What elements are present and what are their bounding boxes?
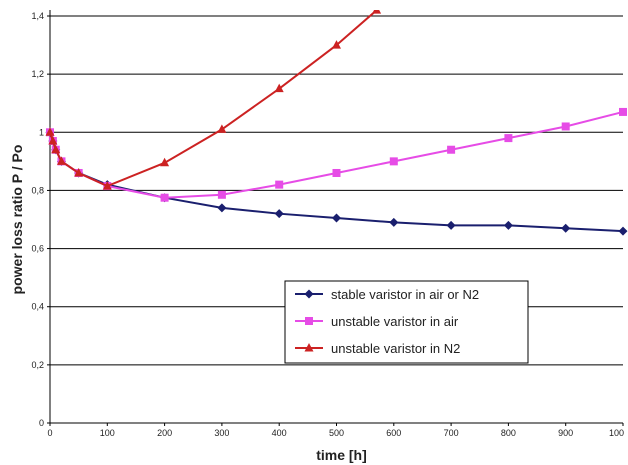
x-tick-label-6: 600	[386, 428, 401, 438]
series-0-point-8	[274, 209, 284, 219]
legend-box	[284, 280, 529, 364]
series-2-point-5	[102, 181, 112, 190]
x-tick-label-1: 100	[100, 428, 115, 438]
y-tick-label-4: 0,8	[31, 185, 44, 195]
series-0-point-12	[503, 220, 513, 230]
series-0	[45, 127, 628, 236]
legend-label-2: unstable varistor in N2	[331, 341, 460, 356]
series-0-point-7	[217, 203, 227, 213]
y-tick-label-2: 0,4	[31, 302, 44, 312]
y-tick-label-5: 1	[39, 127, 44, 137]
series-2-point-4	[74, 167, 84, 177]
series-0-point-9	[332, 213, 341, 223]
legend-label-1: unstable varistor in air	[331, 314, 459, 329]
series-2-point-3	[56, 156, 66, 165]
x-tick-label-8: 800	[501, 428, 516, 438]
series-0-point-13	[561, 223, 571, 233]
y-tick-label-7: 1,4	[31, 11, 44, 21]
x-tick-label-10: 100	[609, 428, 624, 438]
series-1-point-11	[447, 145, 456, 154]
series-0-point-11	[446, 220, 456, 230]
series-0-point-14	[618, 226, 628, 236]
x-tick-label-7: 700	[444, 428, 459, 438]
y-tick-label-3: 0,6	[31, 244, 44, 254]
legend-entry-0: stable varistor in air or N2	[295, 287, 479, 302]
series-0-point-10	[389, 217, 399, 227]
legend-label-0: stable varistor in air or N2	[331, 287, 479, 302]
series-1-point-14	[619, 107, 627, 116]
series-2-point-10	[372, 10, 382, 14]
series-2	[45, 10, 382, 190]
y-tick-labels: 0 0,2 0,4 0,6 0,8 1 1,2 1,4	[31, 11, 50, 428]
y-tick-label-6: 1,2	[31, 69, 44, 79]
series-1-point-6	[160, 193, 169, 202]
series-1-point-10	[389, 157, 398, 166]
y-tick-label-1: 0,2	[31, 360, 44, 370]
legend-swatch-marker-0	[304, 289, 314, 299]
legend-entry-1: unstable varistor in air	[295, 314, 459, 329]
x-tick-label-2: 200	[157, 428, 172, 438]
series-1-point-12	[504, 134, 513, 143]
x-tick-label-5: 500	[329, 428, 344, 438]
series-1	[46, 107, 627, 202]
series-1-point-13	[561, 122, 570, 131]
series-2-point-9	[332, 40, 341, 49]
x-tick-label-0: 0	[47, 428, 52, 438]
series-1-point-9	[332, 168, 341, 177]
gridlines	[50, 15, 623, 366]
legend-entry-2: unstable varistor in N2	[295, 341, 460, 356]
x-tick-label-9: 900	[558, 428, 573, 438]
series-2-point-7	[217, 124, 227, 133]
series-2-point-1	[48, 136, 58, 145]
series-2-point-8	[274, 83, 284, 93]
legend-swatch-marker-2	[304, 343, 314, 352]
series-1-point-7	[217, 190, 226, 199]
y-axis-label: power loss ratio P / Po	[9, 145, 25, 295]
series-line-1	[49, 110, 624, 199]
legend-swatch-marker-1	[305, 317, 313, 325]
series-layer	[45, 10, 628, 236]
legend: stable varistor in air or N2 unstable var…	[284, 280, 529, 364]
series-2-point-6	[160, 157, 170, 167]
series-line-2	[49, 10, 378, 188]
series-2-point-0	[45, 127, 55, 136]
x-axis-label: time [h]	[316, 447, 367, 463]
series-2-point-2	[51, 144, 61, 154]
x-tick-labels: 0 100 200 300 400 500 600 700 800 900 100	[47, 423, 624, 438]
x-tick-label-3: 300	[214, 428, 229, 438]
series-1-point-8	[275, 180, 284, 189]
y-tick-label-0: 0	[39, 418, 44, 428]
x-tick-label-4: 400	[272, 428, 287, 438]
